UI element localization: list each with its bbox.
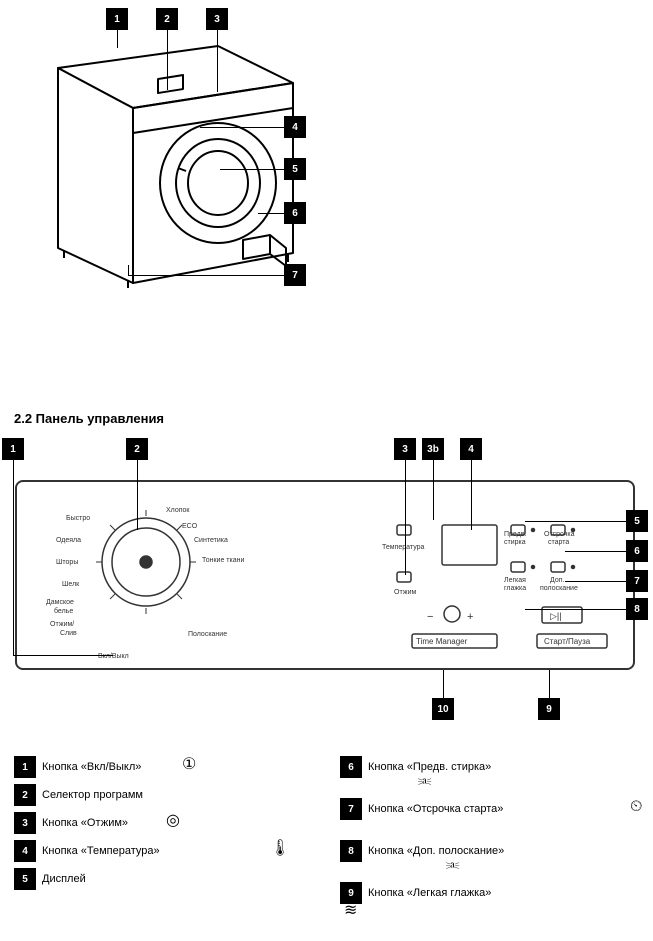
legend-text: Кнопка «Температура» xyxy=(42,844,160,859)
legend-text: Кнопка «Легкая глажка» xyxy=(368,886,491,901)
panel-callout: 3 xyxy=(394,438,416,460)
legend-text: Кнопка «Отжим» xyxy=(42,816,128,831)
dial-label: Отжим/ xyxy=(50,621,74,628)
btn-label: Температура xyxy=(382,544,424,551)
dial-label: Шелк xyxy=(62,581,79,588)
btn-label: Доп. xyxy=(550,577,564,584)
panel-callout: 9 xyxy=(538,698,560,720)
callout-4: 4 xyxy=(284,116,306,138)
iron-icon: ≋ xyxy=(344,900,357,922)
panel-callout: 10 xyxy=(432,698,454,720)
appliance-svg xyxy=(38,28,308,288)
delay-icon: ⏲ xyxy=(630,796,642,818)
time-manager-label: Time Manager xyxy=(416,637,467,646)
legend-text: Селектор программ xyxy=(42,788,143,803)
legend-num: 4 xyxy=(14,840,36,862)
dial-label: Хлопок xyxy=(166,507,189,514)
legend-num: 2 xyxy=(14,784,36,806)
legend-num: 3 xyxy=(14,812,36,834)
btn-label: полоскание xyxy=(540,585,578,592)
panel-callout: 7 xyxy=(626,570,648,592)
legend-num: 7 xyxy=(340,798,362,820)
panel-callout: 6 xyxy=(626,540,648,562)
dial-label: белье xyxy=(54,608,73,615)
start-pause-label: Старт/Пауза xyxy=(544,637,590,646)
legend-text: Кнопка «Доп. полоскание» xyxy=(368,844,504,859)
rinse-icon: ⎃ xyxy=(446,858,459,880)
callout-2: 2 xyxy=(156,8,178,30)
temp-icon: 🌡 xyxy=(270,838,290,860)
panel-callout: 2 xyxy=(126,438,148,460)
dial-label: Синтетика xyxy=(194,537,228,544)
callout-5: 5 xyxy=(284,158,306,180)
legend-num: 1 xyxy=(14,756,36,778)
control-panel: − + ▷|| Быстро Одеяла Шторы Шелк Дамское… xyxy=(15,480,635,670)
btn-label: Легкая xyxy=(504,577,526,584)
btn-label: старта xyxy=(548,539,569,546)
dial-label: Слив xyxy=(60,630,77,637)
btn-label: Отжим xyxy=(394,589,416,596)
btn-label: Отсрочка xyxy=(544,531,574,538)
dial-label: ECO xyxy=(182,523,197,530)
btn-label: Предв. xyxy=(504,531,526,538)
legend-text: Кнопка «Вкл/Выкл» xyxy=(42,760,141,775)
callout-1: 1 xyxy=(106,8,128,30)
dial-label: Шторы xyxy=(56,559,78,566)
prewash-icon: ⎃ xyxy=(418,774,431,796)
dial-label: Тонкие ткани xyxy=(202,557,244,564)
svg-text:+: + xyxy=(467,611,473,623)
btn-label: стирка xyxy=(504,539,526,546)
appliance-figure xyxy=(38,28,308,288)
svg-text:−: − xyxy=(427,611,433,623)
panel-callout: 4 xyxy=(460,438,482,460)
power-icon: ① xyxy=(182,754,196,776)
legend-num: 8 xyxy=(340,840,362,862)
panel-callout: 1 xyxy=(2,438,24,460)
panel-callout: 3b xyxy=(422,438,444,460)
dial-label: Полоскание xyxy=(188,631,227,638)
dial-label: Быстро xyxy=(66,515,90,522)
svg-text:▷||: ▷|| xyxy=(550,611,562,621)
spin-icon: ◎ xyxy=(166,810,180,832)
callout-6: 6 xyxy=(284,202,306,224)
legend-num: 5 xyxy=(14,868,36,890)
btn-label: глажка xyxy=(504,585,526,592)
dial-label: Дамское xyxy=(46,599,74,606)
dial-label: Одеяла xyxy=(56,537,81,544)
callout-3: 3 xyxy=(206,8,228,30)
section-title: 2.2 Панель управления xyxy=(14,410,164,428)
panel-callout: 8 xyxy=(626,598,648,620)
panel-callout: 5 xyxy=(626,510,648,532)
callout-7: 7 xyxy=(284,264,306,286)
legend-text: Кнопка «Отсрочка старта» xyxy=(368,802,503,817)
legend-num: 6 xyxy=(340,756,362,778)
legend-text: Дисплей xyxy=(42,872,86,887)
